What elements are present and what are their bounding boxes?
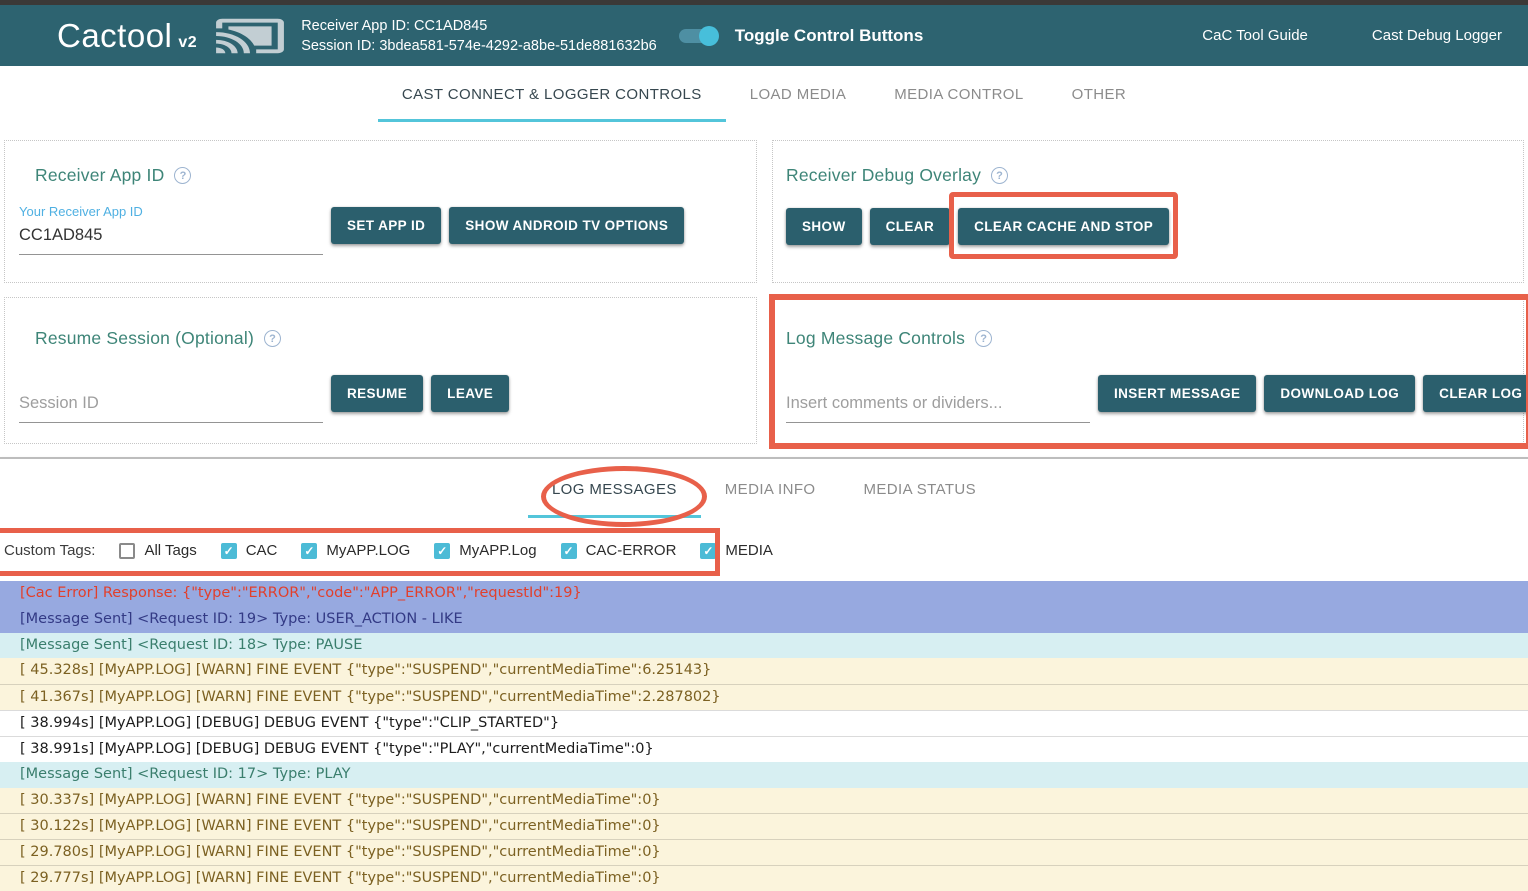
- cast-icon: [213, 13, 287, 59]
- log-row: [ 38.991s] [MyAPP.LOG] [DEBUG] DEBUG EVE…: [0, 735, 1528, 762]
- clear-cache-and-stop-button[interactable]: CLEAR CACHE AND STOP: [958, 208, 1170, 245]
- tag-item-myapp-log[interactable]: ✓ MyAPP.LOG: [301, 542, 410, 559]
- toggle-label: Toggle Control Buttons: [734, 25, 924, 45]
- log-row: [ 41.367s] [MyAPP.LOG] [WARN] FINE EVENT…: [0, 684, 1528, 711]
- panel-title-receiver-debug-overlay: Receiver Debug Overlay: [786, 165, 982, 185]
- app-header: Cactool v2 Receiver App ID: CC1AD845 Ses…: [0, 5, 1528, 66]
- show-android-tv-options-button[interactable]: SHOW ANDROID TV OPTIONS: [449, 207, 685, 244]
- tab-load-media[interactable]: LOAD MEDIA: [749, 85, 847, 103]
- browser-top-strip: [0, 0, 1528, 5]
- panel-title-receiver-app-id: Receiver App ID: [35, 165, 165, 185]
- log-tabbar: LOG MESSAGES MEDIA INFO MEDIA STATUS: [0, 459, 1528, 527]
- toggle-knob: [698, 25, 719, 46]
- log-row: [Message Sent] <Request ID: 19> Type: US…: [0, 606, 1528, 633]
- help-icon[interactable]: ?: [174, 167, 192, 184]
- checkbox-checked-icon[interactable]: ✓: [700, 542, 717, 559]
- clear-log-button[interactable]: CLEAR LOG: [1423, 375, 1528, 412]
- panel-log-message-controls: Log Message Controls ? INSERT MESSAGE DO…: [769, 294, 1528, 449]
- log-row: [ 29.777s] [MyAPP.LOG] [WARN] FINE EVENT…: [0, 865, 1528, 891]
- tab-other[interactable]: OTHER: [1071, 85, 1127, 103]
- panel-title-log-message-controls: Log Message Controls: [786, 328, 966, 348]
- annotation-rect-log-message-controls: [769, 294, 1528, 449]
- link-cast-debug-logger[interactable]: Cast Debug Logger: [1371, 27, 1502, 44]
- tab-media-control[interactable]: MEDIA CONTROL: [894, 85, 1024, 103]
- leave-button[interactable]: LEAVE: [431, 375, 510, 412]
- checkbox-checked-icon[interactable]: ✓: [220, 542, 237, 559]
- tag-label: MyAPP.Log: [459, 542, 537, 559]
- custom-tags-list: All Tags ✓ CAC ✓ MyAPP.LOG ✓ MyAPP.Log ✓ CAC-ERR…: [119, 542, 797, 559]
- receiver-app-id-line: Receiver App ID: CC1AD845: [301, 17, 488, 34]
- log-row: [ 30.337s] [MyAPP.LOG] [WARN] FINE EVENT…: [0, 787, 1528, 814]
- tag-item-cac[interactable]: ✓ CAC: [220, 542, 278, 559]
- log-row: [Cac Error] Response: {"type":"ERROR","c…: [0, 581, 1528, 607]
- log-row: [ 45.328s] [MyAPP.LOG] [WARN] FINE EVENT…: [0, 658, 1528, 685]
- app-title-text: Cactool: [57, 16, 173, 54]
- receiver-app-id-input[interactable]: [19, 221, 323, 255]
- debug-overlay-clear-button[interactable]: CLEAR: [869, 208, 951, 245]
- log-row: [ 29.780s] [MyAPP.LOG] [WARN] FINE EVENT…: [0, 839, 1528, 866]
- tag-item-all-tags[interactable]: All Tags: [119, 542, 197, 559]
- session-info: Receiver App ID: CC1AD845 Session ID: 3b…: [301, 16, 657, 56]
- tag-label: MyAPP.LOG: [326, 542, 411, 559]
- log-list: [Cac Error] Response: {"type":"ERROR","c…: [0, 581, 1528, 891]
- section-divider: [0, 457, 1528, 459]
- help-icon[interactable]: ?: [975, 330, 993, 347]
- insert-comments-input[interactable]: [786, 389, 1090, 423]
- checkbox-unchecked-icon[interactable]: [119, 542, 136, 559]
- tag-item-cac-error[interactable]: ✓ CAC-ERROR: [560, 542, 677, 559]
- tag-label: All Tags: [144, 542, 197, 559]
- app-title: Cactool v2: [57, 17, 197, 55]
- insert-message-button[interactable]: INSERT MESSAGE: [1098, 375, 1257, 412]
- debug-overlay-show-button[interactable]: SHOW: [786, 208, 862, 245]
- help-icon[interactable]: ?: [991, 167, 1009, 184]
- receiver-app-id-field-label: Your Receiver App ID: [19, 204, 143, 219]
- log-row: [ 38.994s] [MyAPP.LOG] [DEBUG] DEBUG EVE…: [0, 710, 1528, 736]
- tab-media-info[interactable]: MEDIA INFO: [724, 481, 816, 498]
- resume-button[interactable]: RESUME: [331, 375, 424, 412]
- tag-item-media[interactable]: ✓ MEDIA: [700, 542, 773, 559]
- help-icon[interactable]: ?: [263, 330, 281, 347]
- link-cac-tool-guide[interactable]: CaC Tool Guide: [1202, 27, 1308, 44]
- tab-media-status[interactable]: MEDIA STATUS: [863, 481, 977, 498]
- tab-log-messages[interactable]: LOG MESSAGES: [527, 459, 701, 520]
- panel-resume-session: Resume Session (Optional) ? RESUME LEAVE: [4, 297, 757, 444]
- download-log-button[interactable]: DOWNLOAD LOG: [1264, 375, 1416, 412]
- checkbox-checked-icon[interactable]: ✓: [434, 542, 451, 559]
- set-app-id-button[interactable]: SET APP ID: [331, 207, 442, 244]
- custom-tags-label: Custom Tags:: [4, 542, 96, 559]
- tab-cast-connect-logger-controls[interactable]: CAST CONNECT & LOGGER CONTROLS: [377, 66, 726, 122]
- log-row: [ 30.122s] [MyAPP.LOG] [WARN] FINE EVENT…: [0, 813, 1528, 840]
- tag-label: CAC-ERROR: [585, 542, 677, 559]
- panel-title-resume-session: Resume Session (Optional): [35, 328, 254, 348]
- log-row: [Message Sent] <Request ID: 18> Type: PA…: [0, 632, 1528, 659]
- toggle-control-buttons-switch[interactable]: [678, 25, 719, 46]
- tag-label: MEDIA: [725, 542, 773, 559]
- app-version: v2: [178, 33, 198, 51]
- session-id-input[interactable]: [19, 389, 323, 423]
- main-tabbar: CAST CONNECT & LOGGER CONTROLS LOAD MEDI…: [0, 66, 1528, 122]
- custom-tags-row: Custom Tags: All Tags ✓ CAC ✓ MyAPP.LOG ✓ MyAP…: [0, 520, 1528, 581]
- panel-receiver-app-id: Receiver App ID ? Your Receiver App ID S…: [4, 140, 757, 283]
- tag-item-myapp-log[interactable]: ✓ MyAPP.Log: [434, 542, 537, 559]
- log-row: [Message Sent] <Request ID: 17> Type: PL…: [0, 761, 1528, 788]
- control-panels: Receiver App ID ? Your Receiver App ID S…: [0, 140, 1528, 449]
- panel-receiver-debug-overlay: Receiver Debug Overlay ? SHOW CLEAR CLEA…: [772, 140, 1524, 283]
- checkbox-checked-icon[interactable]: ✓: [560, 542, 577, 559]
- header-links: CaC Tool Guide Cast Debug Logger: [1202, 27, 1502, 44]
- checkbox-checked-icon[interactable]: ✓: [301, 542, 318, 559]
- session-id-line: Session ID: 3bdea581-574e-4292-a8be-51de…: [301, 37, 657, 54]
- tag-label: CAC: [245, 542, 278, 559]
